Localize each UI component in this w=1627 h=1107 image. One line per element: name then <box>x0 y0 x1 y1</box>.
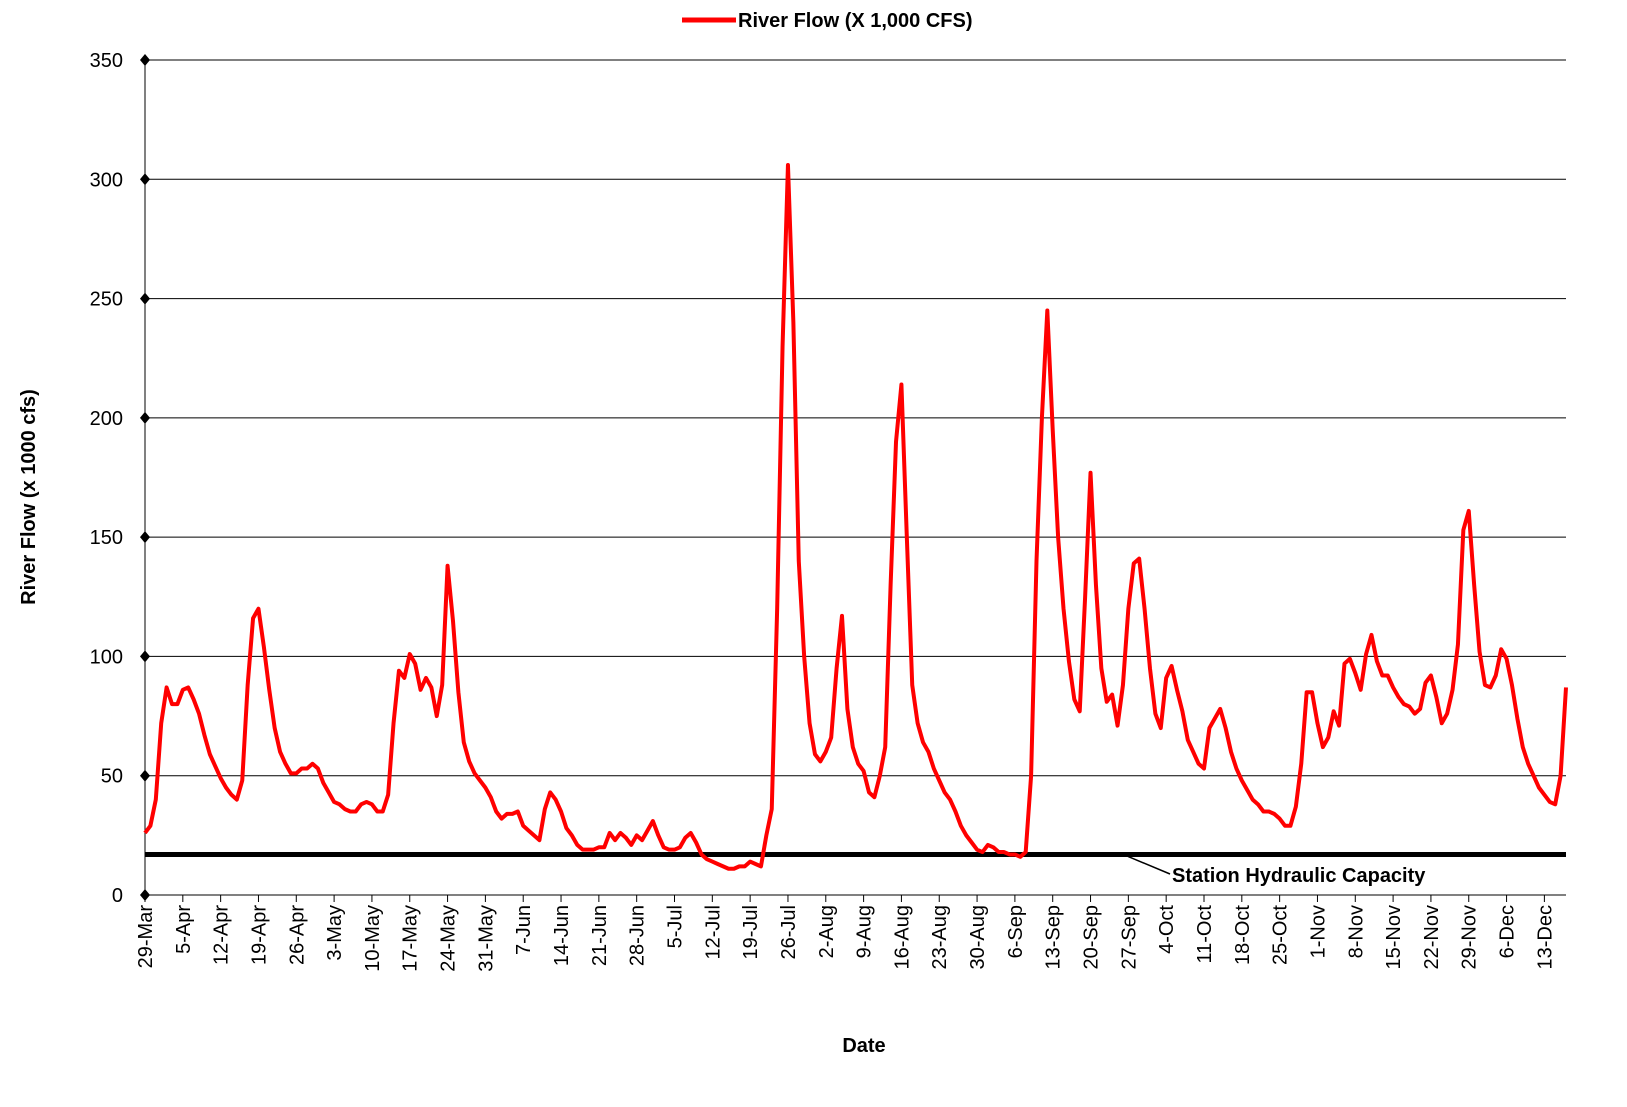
x-tick-label: 10-May <box>362 905 384 972</box>
y-tick-label: 200 <box>90 408 123 430</box>
y-tick-label: 250 <box>90 289 123 311</box>
x-tick-label: 17-May <box>400 905 422 972</box>
y-tick-label: 100 <box>90 646 123 668</box>
x-tick-label: 7-Jun <box>513 905 535 955</box>
x-tick-label: 9-Aug <box>854 905 876 958</box>
legend-label: River Flow (X 1,000 CFS) <box>738 10 973 32</box>
x-tick-label: 8-Nov <box>1345 905 1367 958</box>
x-tick-label: 23-Aug <box>929 905 951 970</box>
x-tick-label: 12-Apr <box>211 905 233 965</box>
x-tick-label: 14-Jun <box>551 905 573 966</box>
y-tick-label: 50 <box>101 766 123 788</box>
x-tick-label: 16-Aug <box>891 905 913 970</box>
x-tick-label: 18-Oct <box>1232 905 1254 965</box>
x-tick-label: 24-May <box>438 905 460 972</box>
x-tick-label: 22-Nov <box>1421 905 1443 969</box>
x-tick-label: 13-Sep <box>1043 905 1065 970</box>
x-tick-label: 6-Dec <box>1497 905 1519 958</box>
x-tick-label: 21-Jun <box>589 905 611 966</box>
x-axis-label: Date <box>842 1035 885 1057</box>
annotation: Station Hydraulic Capacity <box>1172 865 1426 887</box>
x-tick-label: 5-Apr <box>173 905 195 954</box>
x-tick-label: 26-Jul <box>778 905 800 959</box>
x-tick-label: 26-Apr <box>286 905 308 965</box>
x-tick-label: 27-Sep <box>1118 905 1140 970</box>
y-axis-label: River Flow (x 1000 cfs) <box>18 389 40 605</box>
x-tick-label: 13-Dec <box>1534 905 1556 969</box>
y-tick-label: 300 <box>90 169 123 191</box>
x-tick-label: 19-Jul <box>740 905 762 959</box>
x-tick-label: 6-Sep <box>1005 905 1027 958</box>
x-tick-label: 19-Apr <box>248 905 270 965</box>
y-tick-label: 0 <box>112 885 123 907</box>
data-line <box>143 162 1568 871</box>
x-tick-label: 29-Nov <box>1459 905 1481 969</box>
x-tick-label: 12-Jul <box>702 905 724 959</box>
y-tick-label: 350 <box>90 50 123 72</box>
x-tick-label: 25-Oct <box>1270 905 1292 965</box>
x-tick-label: 31-May <box>475 905 497 972</box>
x-tick-label: 3-May <box>324 905 346 961</box>
x-tick-label: 11-Oct <box>1194 905 1216 964</box>
x-tick-label: 30-Aug <box>967 905 989 970</box>
x-tick-label: 5-Jul <box>664 905 686 948</box>
x-tick-label: 4-Oct <box>1156 905 1178 954</box>
x-tick-label: 28-Jun <box>627 905 649 966</box>
annotation-leader <box>1127 855 1171 875</box>
x-tick-label: 15-Nov <box>1383 905 1405 969</box>
x-tick-label: 1-Nov <box>1307 905 1329 958</box>
x-tick-label: 2-Aug <box>816 905 838 958</box>
x-tick-label: 29-Mar <box>135 905 157 969</box>
x-tick-label: 20-Sep <box>1081 905 1103 970</box>
y-tick-label: 150 <box>90 527 123 549</box>
